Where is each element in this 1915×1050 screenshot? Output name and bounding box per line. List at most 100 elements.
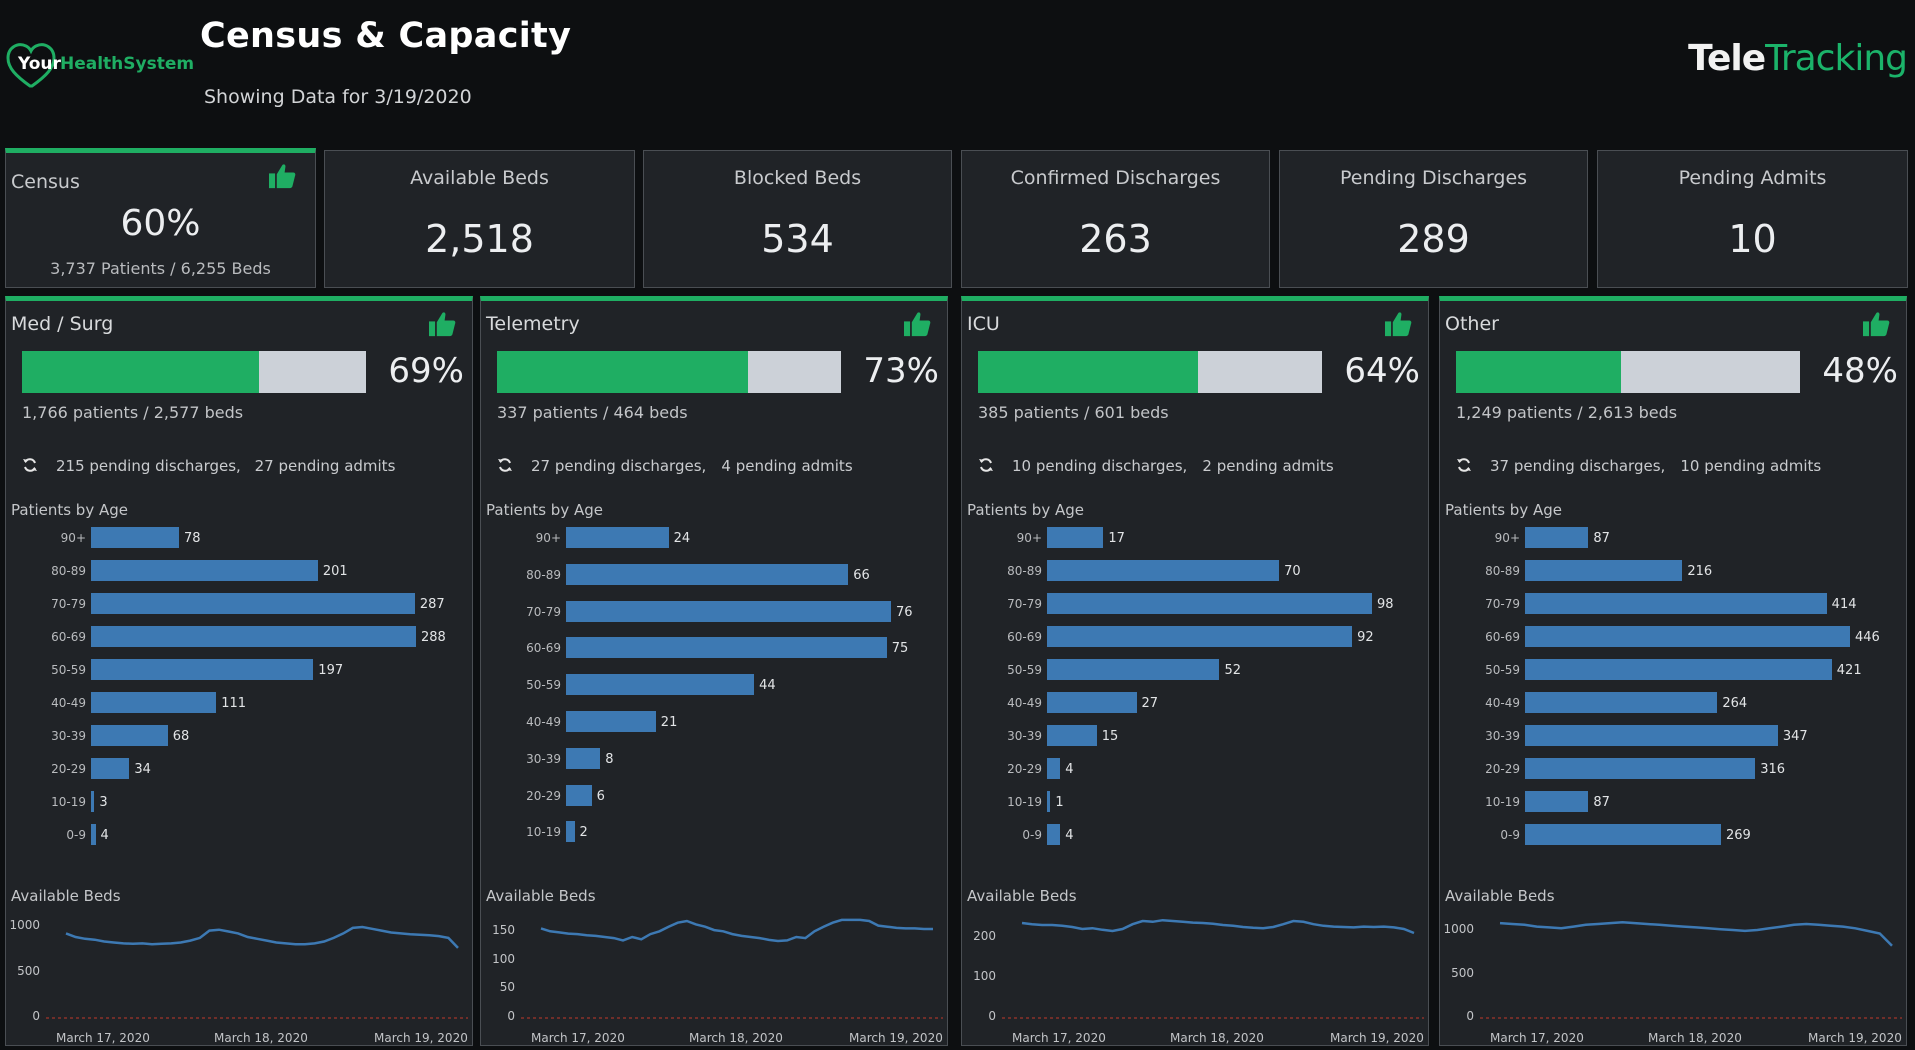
age-bar[interactable] [91,626,416,647]
age-bar[interactable] [91,692,217,713]
age-bar[interactable] [1047,593,1372,614]
age-tick-label: 40-49 [1007,696,1042,710]
available-beds-series-line [540,918,933,943]
age-bar[interactable] [1047,659,1220,680]
age-bar[interactable] [1525,659,1832,680]
age-bar[interactable] [1047,791,1051,812]
kpi-census[interactable]: Census 60% 3,737 Patients / 6,255 Beds [5,148,316,288]
age-bar[interactable] [91,824,96,845]
kpi-available-beds[interactable]: Available Beds 2,518 [324,150,635,288]
age-bar-value: 111 [221,696,247,711]
logo-tracking-text: Tracking [1765,38,1908,79]
age-bar[interactable] [1525,725,1778,746]
y-tick-label: 200 [973,929,996,943]
age-tick-label: 20-29 [1007,762,1042,776]
age-bar[interactable] [91,527,180,548]
age-bar[interactable] [1525,791,1589,812]
age-bar[interactable] [91,560,318,581]
refresh-icon[interactable] [497,457,513,473]
age-bar[interactable] [91,758,130,779]
logo-your-text: Your [18,54,61,74]
age-bar-value: 287 [419,597,445,612]
age-bar[interactable] [1047,725,1097,746]
pending-discharges-text: 37 pending discharges, [1490,457,1666,475]
age-bar-value: 421 [1836,663,1862,678]
y-tick-label: 50 [499,980,515,995]
age-bar[interactable] [1047,824,1061,845]
age-bar[interactable] [1047,626,1353,647]
age-bar[interactable] [1525,593,1827,614]
kpi-confirmed-discharges[interactable]: Confirmed Discharges 263 [961,150,1270,288]
age-bar-value: 8 [605,751,614,767]
age-bar-value: 68 [172,729,190,744]
age-bar[interactable] [91,659,314,680]
x-tick-label: March 19, 2020 [1330,1031,1424,1045]
age-bar[interactable] [566,563,849,585]
page-subtitle: Showing Data for 3/19/2020 [204,86,472,108]
age-bar[interactable] [566,674,755,696]
age-bar[interactable] [1525,692,1718,713]
kpi-value: 534 [761,217,834,261]
age-bar-value: 27 [1141,696,1159,711]
unit-panel-med-surg[interactable]: Med / Surg 69% 1,766 patients / 2,577 be… [5,296,473,1046]
refresh-icon[interactable] [978,457,994,473]
age-bar[interactable] [91,791,95,812]
age-bar[interactable] [1047,527,1104,548]
census-progress-track [1456,351,1800,393]
age-bar[interactable] [1525,758,1756,779]
logo-tele-text: Tele [1688,38,1766,79]
y-tick-label: 500 [1451,965,1474,980]
age-bar[interactable] [91,593,415,614]
age-tick-label: 0-9 [66,828,86,842]
age-tick-label: 90+ [535,531,561,545]
y-tick-label: 1000 [9,918,40,933]
y-tick-label: 100 [492,951,515,966]
age-bar[interactable] [566,600,891,622]
age-tick-label: 40-49 [51,696,86,710]
age-tick-label: 30-39 [526,751,561,766]
age-bar[interactable] [1047,560,1280,581]
unit-panel-icu[interactable]: ICU 64% 385 patients / 601 beds 10 pendi… [961,296,1429,1046]
age-bar[interactable] [91,725,168,746]
age-tick-label: 20-29 [1485,762,1520,776]
age-bar[interactable] [566,747,601,769]
kpi-blocked-beds[interactable]: Blocked Beds 534 [643,150,952,288]
age-chart-title: Patients by Age [11,501,128,519]
unit-panel-other[interactable]: Other 48% 1,249 patients / 2,613 beds 37… [1439,296,1907,1046]
age-bar[interactable] [1525,560,1683,581]
x-tick-label: March 19, 2020 [374,1031,468,1045]
age-tick-label: 40-49 [526,715,561,729]
age-chart-title: Patients by Age [967,501,1084,519]
age-chart: 90+ 17 80-89 70 70-79 98 60-69 92 50-59 52 40-49 27… [962,527,1430,857]
beds-chart-title: Available Beds [1445,887,1555,905]
age-bar[interactable] [1525,626,1850,647]
y-tick-label: 0 [1466,1009,1474,1023]
age-bar[interactable] [566,527,669,548]
kpi-pending-discharges[interactable]: Pending Discharges 289 [1279,150,1588,288]
x-tick-label: March 19, 2020 [849,1031,943,1045]
age-bar[interactable] [566,784,592,806]
unit-panel-telemetry[interactable]: Telemetry 73% 337 patients / 464 beds 27… [480,296,948,1046]
age-bar[interactable] [566,637,887,659]
age-bar[interactable] [1047,692,1137,713]
pending-admits-text: 10 pending admits [1680,457,1822,475]
age-bar[interactable] [1525,527,1589,548]
age-tick-label: 10-19 [51,795,86,809]
refresh-icon[interactable] [1456,457,1472,473]
age-tick-label: 50-59 [1485,663,1520,677]
health-system-logo: Your HealthSystem [6,42,194,88]
kpi-pending-admits[interactable]: Pending Admits 10 [1597,150,1908,288]
age-tick-label: 20-29 [51,762,86,776]
age-bar-value: 201 [322,564,348,579]
census-progress-fill [978,351,1199,393]
kpi-value: 263 [1079,217,1152,261]
age-bar[interactable] [1047,758,1061,779]
age-chart: 90+ 24 80-89 66 70-79 76 60-69 75 50-59 44 40-49 21… [481,527,949,857]
age-bar[interactable] [1525,824,1722,845]
age-bar-value: 52 [1224,663,1241,678]
age-bar-value: 269 [1726,828,1751,843]
age-bar[interactable] [566,821,575,843]
age-bar[interactable] [566,711,656,732]
heart-icon [6,43,56,88]
refresh-icon[interactable] [22,457,38,473]
